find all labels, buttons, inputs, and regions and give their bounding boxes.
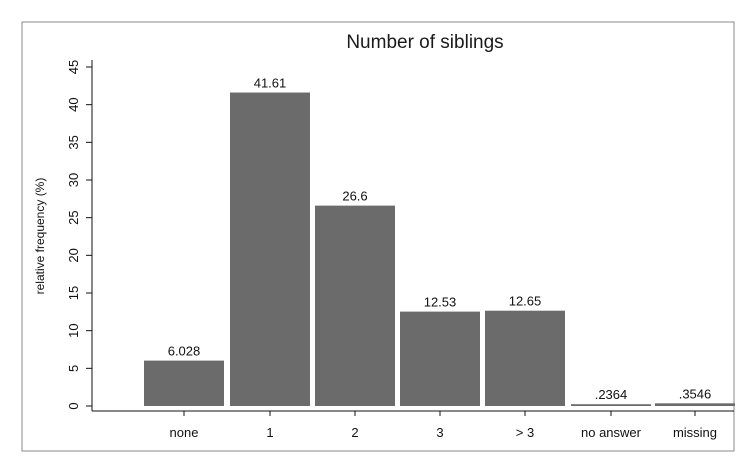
x-tick-label: missing	[673, 425, 717, 440]
bar-value-label: 6.028	[168, 344, 201, 359]
y-tick-label: 30	[66, 173, 81, 187]
bar-missing	[655, 403, 735, 406]
bars-group: 6.028 41.61 26.6 12.53 12.65 .2364 .3546	[144, 76, 735, 407]
x-tick-label: > 3	[516, 425, 534, 440]
bar-3	[400, 311, 480, 406]
y-tick-label: 40	[66, 97, 81, 111]
y-tick-label: 25	[66, 210, 81, 224]
y-tick-label: 20	[66, 248, 81, 262]
x-tick-label: none	[170, 425, 199, 440]
x-tick-label: 1	[266, 425, 273, 440]
x-tick-label: no answer	[581, 425, 642, 440]
x-tick-label: 3	[436, 425, 443, 440]
bar-no-answer	[571, 404, 651, 406]
bar-value-label: 26.6	[342, 189, 367, 204]
bar-value-label: .3546	[679, 386, 712, 401]
y-tick-label: 5	[66, 365, 81, 372]
bar-3	[485, 310, 565, 406]
y-tick-label: 45	[66, 60, 81, 74]
chart-title: Number of siblings	[346, 32, 503, 53]
x-axis-ticks: none 1 2 3 > 3 no answer missing	[170, 411, 717, 440]
bar-1	[230, 92, 310, 407]
y-tick-label: 15	[66, 286, 81, 300]
bar-value-label: 12.65	[509, 294, 542, 309]
bar-none	[144, 360, 224, 406]
bar-value-label: 12.53	[424, 295, 457, 310]
bar-value-label: 41.61	[254, 76, 287, 91]
y-axis-title: relative frequency (%)	[33, 178, 47, 295]
x-tick-label: 2	[351, 425, 358, 440]
y-tick-label: 0	[66, 402, 81, 409]
y-tick-label: 35	[66, 135, 81, 149]
bar-2	[315, 205, 395, 406]
y-axis-ticks: 0 5 10 15 20 25 30 35 40 45	[66, 60, 92, 410]
y-tick-label: 10	[66, 323, 81, 337]
bar-value-label: .2364	[595, 387, 628, 402]
